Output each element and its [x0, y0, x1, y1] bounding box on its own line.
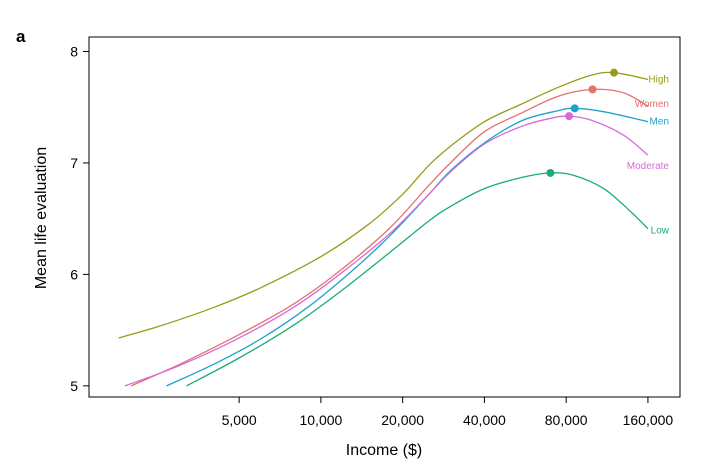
series-line-women: [130, 88, 649, 387]
x-tick-label: 40,000: [463, 412, 506, 428]
x-tick-label: 80,000: [545, 412, 588, 428]
x-tick-label: 20,000: [381, 412, 424, 428]
peak-marker-moderate: [565, 112, 574, 121]
peak-marker-men: [570, 104, 579, 113]
series-label-moderate: Moderate: [627, 161, 670, 172]
series-label-women: Women: [635, 99, 669, 110]
series-line-men: [166, 107, 649, 387]
peak-marker-high: [609, 68, 618, 77]
panel-label: a: [16, 27, 26, 46]
series-line-high: [118, 71, 649, 339]
series-label-high: High: [648, 74, 669, 85]
x-axis-title: Income ($): [346, 442, 422, 459]
y-tick-label: 6: [70, 266, 78, 282]
x-axis: 5,000 10,000 20,000 40,000 80,000 160,000: [222, 397, 674, 428]
x-tick-label: 10,000: [299, 412, 342, 428]
plot-frame: [88, 36, 681, 398]
peak-markers: [546, 68, 618, 177]
y-tick-label: 7: [70, 155, 78, 171]
series-line-moderate: [124, 115, 649, 387]
peak-marker-women: [588, 85, 597, 94]
y-axis-title: Mean life evaluation: [33, 147, 50, 289]
series-label-men: Men: [650, 117, 669, 128]
series-label-low: Low: [651, 226, 670, 237]
x-tick-label: 5,000: [222, 412, 257, 428]
y-tick-label: 5: [70, 378, 78, 394]
y-tick-label: 8: [70, 43, 78, 59]
series-line-low: [186, 172, 649, 387]
x-tick-label: 160,000: [623, 412, 674, 428]
y-axis: 5 6 7 8: [70, 43, 89, 394]
series-labels: High Women Men Moderate Low: [627, 74, 670, 236]
peak-marker-low: [546, 168, 555, 177]
